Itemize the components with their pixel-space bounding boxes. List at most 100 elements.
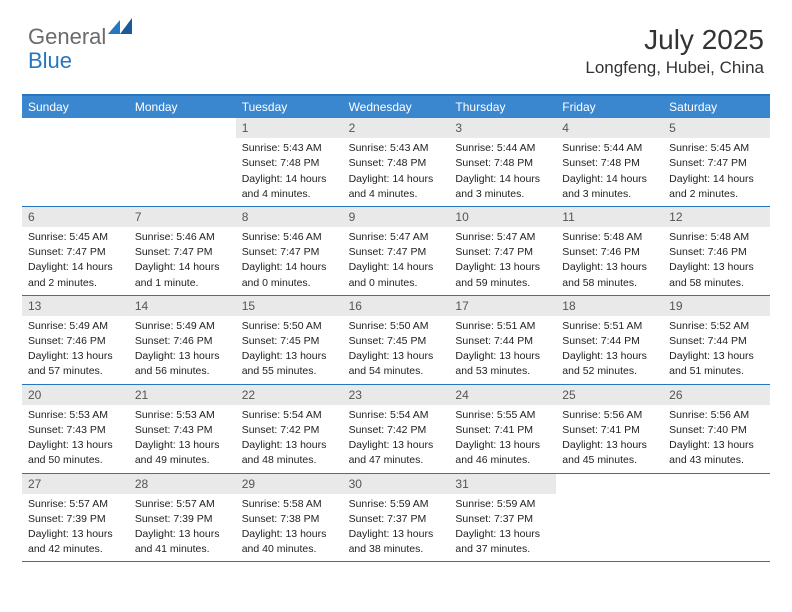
day-number: 25 xyxy=(556,385,663,405)
daylight-text: Daylight: 13 hours xyxy=(135,438,230,452)
sunrise-text: Sunrise: 5:51 AM xyxy=(455,319,550,333)
sunset-text: Sunset: 7:46 PM xyxy=(28,334,123,348)
day-number: 3 xyxy=(449,118,556,138)
week-row: 1Sunrise: 5:43 AMSunset: 7:48 PMDaylight… xyxy=(22,118,770,207)
daylight-text: and 41 minutes. xyxy=(135,542,230,556)
day-headers-row: SundayMondayTuesdayWednesdayThursdayFrid… xyxy=(22,96,770,118)
sunrise-text: Sunrise: 5:45 AM xyxy=(669,141,764,155)
sunset-text: Sunset: 7:47 PM xyxy=(242,245,337,259)
sunrise-text: Sunrise: 5:52 AM xyxy=(669,319,764,333)
calendar-cell: 31Sunrise: 5:59 AMSunset: 7:37 PMDayligh… xyxy=(449,474,556,562)
month-title: July 2025 xyxy=(585,24,764,56)
cell-body: Sunrise: 5:44 AMSunset: 7:48 PMDaylight:… xyxy=(449,138,556,206)
logo-text-general: General xyxy=(28,24,106,50)
day-number: 27 xyxy=(22,474,129,494)
daylight-text: and 38 minutes. xyxy=(349,542,444,556)
sunset-text: Sunset: 7:38 PM xyxy=(242,512,337,526)
day-number: 16 xyxy=(343,296,450,316)
calendar-cell: 4Sunrise: 5:44 AMSunset: 7:48 PMDaylight… xyxy=(556,118,663,206)
daylight-text: and 49 minutes. xyxy=(135,453,230,467)
calendar-cell: 3Sunrise: 5:44 AMSunset: 7:48 PMDaylight… xyxy=(449,118,556,206)
sunset-text: Sunset: 7:43 PM xyxy=(135,423,230,437)
cell-body: Sunrise: 5:50 AMSunset: 7:45 PMDaylight:… xyxy=(236,316,343,384)
sunrise-text: Sunrise: 5:51 AM xyxy=(562,319,657,333)
daylight-text: Daylight: 13 hours xyxy=(349,527,444,541)
sunset-text: Sunset: 7:39 PM xyxy=(28,512,123,526)
daylight-text: Daylight: 13 hours xyxy=(28,349,123,363)
daylight-text: and 58 minutes. xyxy=(669,276,764,290)
sunset-text: Sunset: 7:37 PM xyxy=(349,512,444,526)
cell-body: Sunrise: 5:57 AMSunset: 7:39 PMDaylight:… xyxy=(129,494,236,562)
day-number: 17 xyxy=(449,296,556,316)
daylight-text: Daylight: 13 hours xyxy=(455,260,550,274)
daylight-text: Daylight: 13 hours xyxy=(242,527,337,541)
daylight-text: Daylight: 13 hours xyxy=(562,260,657,274)
sunrise-text: Sunrise: 5:50 AM xyxy=(242,319,337,333)
calendar-cell: 22Sunrise: 5:54 AMSunset: 7:42 PMDayligh… xyxy=(236,385,343,473)
day-number: 4 xyxy=(556,118,663,138)
daylight-text: and 1 minute. xyxy=(135,276,230,290)
daylight-text: and 2 minutes. xyxy=(669,187,764,201)
cell-body: Sunrise: 5:51 AMSunset: 7:44 PMDaylight:… xyxy=(449,316,556,384)
day-number: 23 xyxy=(343,385,450,405)
cell-body: Sunrise: 5:59 AMSunset: 7:37 PMDaylight:… xyxy=(449,494,556,562)
cell-body: Sunrise: 5:46 AMSunset: 7:47 PMDaylight:… xyxy=(236,227,343,295)
cell-body: Sunrise: 5:54 AMSunset: 7:42 PMDaylight:… xyxy=(236,405,343,473)
day-number: 14 xyxy=(129,296,236,316)
day-number: 10 xyxy=(449,207,556,227)
day-header-thursday: Thursday xyxy=(449,96,556,118)
cell-body: Sunrise: 5:57 AMSunset: 7:39 PMDaylight:… xyxy=(22,494,129,562)
calendar-cell: 10Sunrise: 5:47 AMSunset: 7:47 PMDayligh… xyxy=(449,207,556,295)
cell-body: Sunrise: 5:54 AMSunset: 7:42 PMDaylight:… xyxy=(343,405,450,473)
day-number: 24 xyxy=(449,385,556,405)
day-number: 12 xyxy=(663,207,770,227)
daylight-text: Daylight: 14 hours xyxy=(455,172,550,186)
cell-body: Sunrise: 5:47 AMSunset: 7:47 PMDaylight:… xyxy=(449,227,556,295)
daylight-text: and 42 minutes. xyxy=(28,542,123,556)
daylight-text: Daylight: 14 hours xyxy=(349,260,444,274)
cell-body: Sunrise: 5:52 AMSunset: 7:44 PMDaylight:… xyxy=(663,316,770,384)
sunrise-text: Sunrise: 5:46 AM xyxy=(135,230,230,244)
daylight-text: and 56 minutes. xyxy=(135,364,230,378)
logo: General xyxy=(28,24,134,50)
daylight-text: and 43 minutes. xyxy=(669,453,764,467)
daylight-text: Daylight: 13 hours xyxy=(562,349,657,363)
daylight-text: Daylight: 14 hours xyxy=(242,172,337,186)
daylight-text: and 53 minutes. xyxy=(455,364,550,378)
week-row: 6Sunrise: 5:45 AMSunset: 7:47 PMDaylight… xyxy=(22,207,770,296)
cell-body: Sunrise: 5:43 AMSunset: 7:48 PMDaylight:… xyxy=(236,138,343,206)
cell-body: Sunrise: 5:49 AMSunset: 7:46 PMDaylight:… xyxy=(22,316,129,384)
sunrise-text: Sunrise: 5:46 AM xyxy=(242,230,337,244)
sunrise-text: Sunrise: 5:59 AM xyxy=(455,497,550,511)
daylight-text: Daylight: 13 hours xyxy=(562,438,657,452)
cell-body: Sunrise: 5:51 AMSunset: 7:44 PMDaylight:… xyxy=(556,316,663,384)
daylight-text: and 3 minutes. xyxy=(455,187,550,201)
day-number: 22 xyxy=(236,385,343,405)
sunrise-text: Sunrise: 5:43 AM xyxy=(349,141,444,155)
sunset-text: Sunset: 7:37 PM xyxy=(455,512,550,526)
sunrise-text: Sunrise: 5:56 AM xyxy=(562,408,657,422)
sunrise-text: Sunrise: 5:58 AM xyxy=(242,497,337,511)
calendar-cell: 8Sunrise: 5:46 AMSunset: 7:47 PMDaylight… xyxy=(236,207,343,295)
daylight-text: Daylight: 13 hours xyxy=(455,527,550,541)
calendar-cell: 28Sunrise: 5:57 AMSunset: 7:39 PMDayligh… xyxy=(129,474,236,562)
location: Longfeng, Hubei, China xyxy=(585,58,764,78)
sunset-text: Sunset: 7:47 PM xyxy=(669,156,764,170)
sunrise-text: Sunrise: 5:53 AM xyxy=(135,408,230,422)
day-header-tuesday: Tuesday xyxy=(236,96,343,118)
calendar-cell xyxy=(22,118,129,206)
sunset-text: Sunset: 7:41 PM xyxy=(562,423,657,437)
cell-body: Sunrise: 5:45 AMSunset: 7:47 PMDaylight:… xyxy=(663,138,770,206)
calendar-cell: 14Sunrise: 5:49 AMSunset: 7:46 PMDayligh… xyxy=(129,296,236,384)
day-number: 18 xyxy=(556,296,663,316)
calendar-cell xyxy=(663,474,770,562)
daylight-text: and 40 minutes. xyxy=(242,542,337,556)
daylight-text: Daylight: 13 hours xyxy=(455,349,550,363)
sunrise-text: Sunrise: 5:44 AM xyxy=(562,141,657,155)
sunrise-text: Sunrise: 5:44 AM xyxy=(455,141,550,155)
sunset-text: Sunset: 7:48 PM xyxy=(349,156,444,170)
daylight-text: and 2 minutes. xyxy=(28,276,123,290)
calendar-cell: 13Sunrise: 5:49 AMSunset: 7:46 PMDayligh… xyxy=(22,296,129,384)
day-header-friday: Friday xyxy=(556,96,663,118)
daylight-text: Daylight: 13 hours xyxy=(242,349,337,363)
